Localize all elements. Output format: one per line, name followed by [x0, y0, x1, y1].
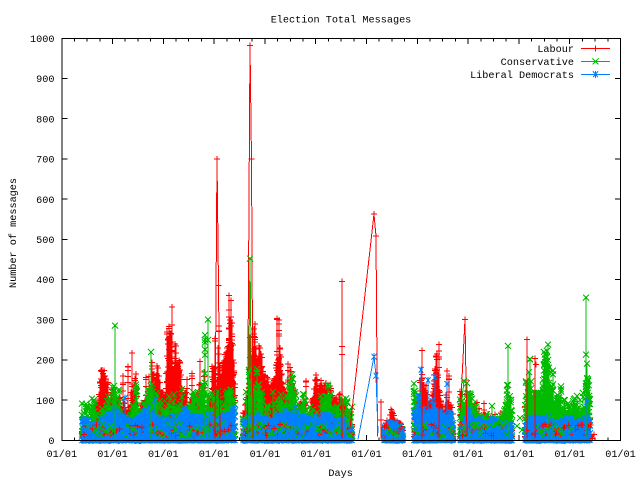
svg-text:700: 700 — [36, 156, 54, 167]
svg-text:Election Total Messages: Election Total Messages — [271, 15, 412, 27]
svg-text:Number of messages: Number of messages — [8, 178, 20, 288]
svg-text:Conservative: Conservative — [501, 57, 574, 69]
svg-text:01/01: 01/01 — [453, 449, 484, 461]
svg-text:600: 600 — [36, 196, 54, 207]
svg-text:1000: 1000 — [30, 35, 54, 46]
svg-text:01/01: 01/01 — [554, 449, 585, 461]
svg-text:01/01: 01/01 — [605, 449, 636, 461]
svg-text:400: 400 — [36, 276, 54, 287]
svg-text:01/01: 01/01 — [504, 449, 535, 461]
svg-text:01/01: 01/01 — [97, 449, 128, 461]
svg-text:01/01: 01/01 — [351, 449, 382, 461]
svg-text:01/01: 01/01 — [300, 449, 331, 461]
svg-text:Days: Days — [328, 469, 352, 480]
svg-text:01/01: 01/01 — [199, 449, 230, 461]
svg-text:Liberal Democrats: Liberal Democrats — [470, 70, 574, 82]
svg-text:0: 0 — [48, 437, 54, 448]
svg-text:500: 500 — [36, 236, 54, 247]
svg-text:800: 800 — [36, 115, 54, 126]
svg-text:01/01: 01/01 — [47, 449, 78, 461]
svg-text:900: 900 — [36, 75, 54, 86]
svg-text:01/01: 01/01 — [148, 449, 179, 461]
svg-text:01/01: 01/01 — [250, 449, 281, 461]
svg-text:01/01: 01/01 — [402, 449, 433, 461]
svg-text:100: 100 — [36, 397, 54, 408]
svg-text:200: 200 — [36, 357, 54, 368]
svg-text:Labour: Labour — [537, 44, 574, 56]
svg-text:300: 300 — [36, 316, 54, 327]
